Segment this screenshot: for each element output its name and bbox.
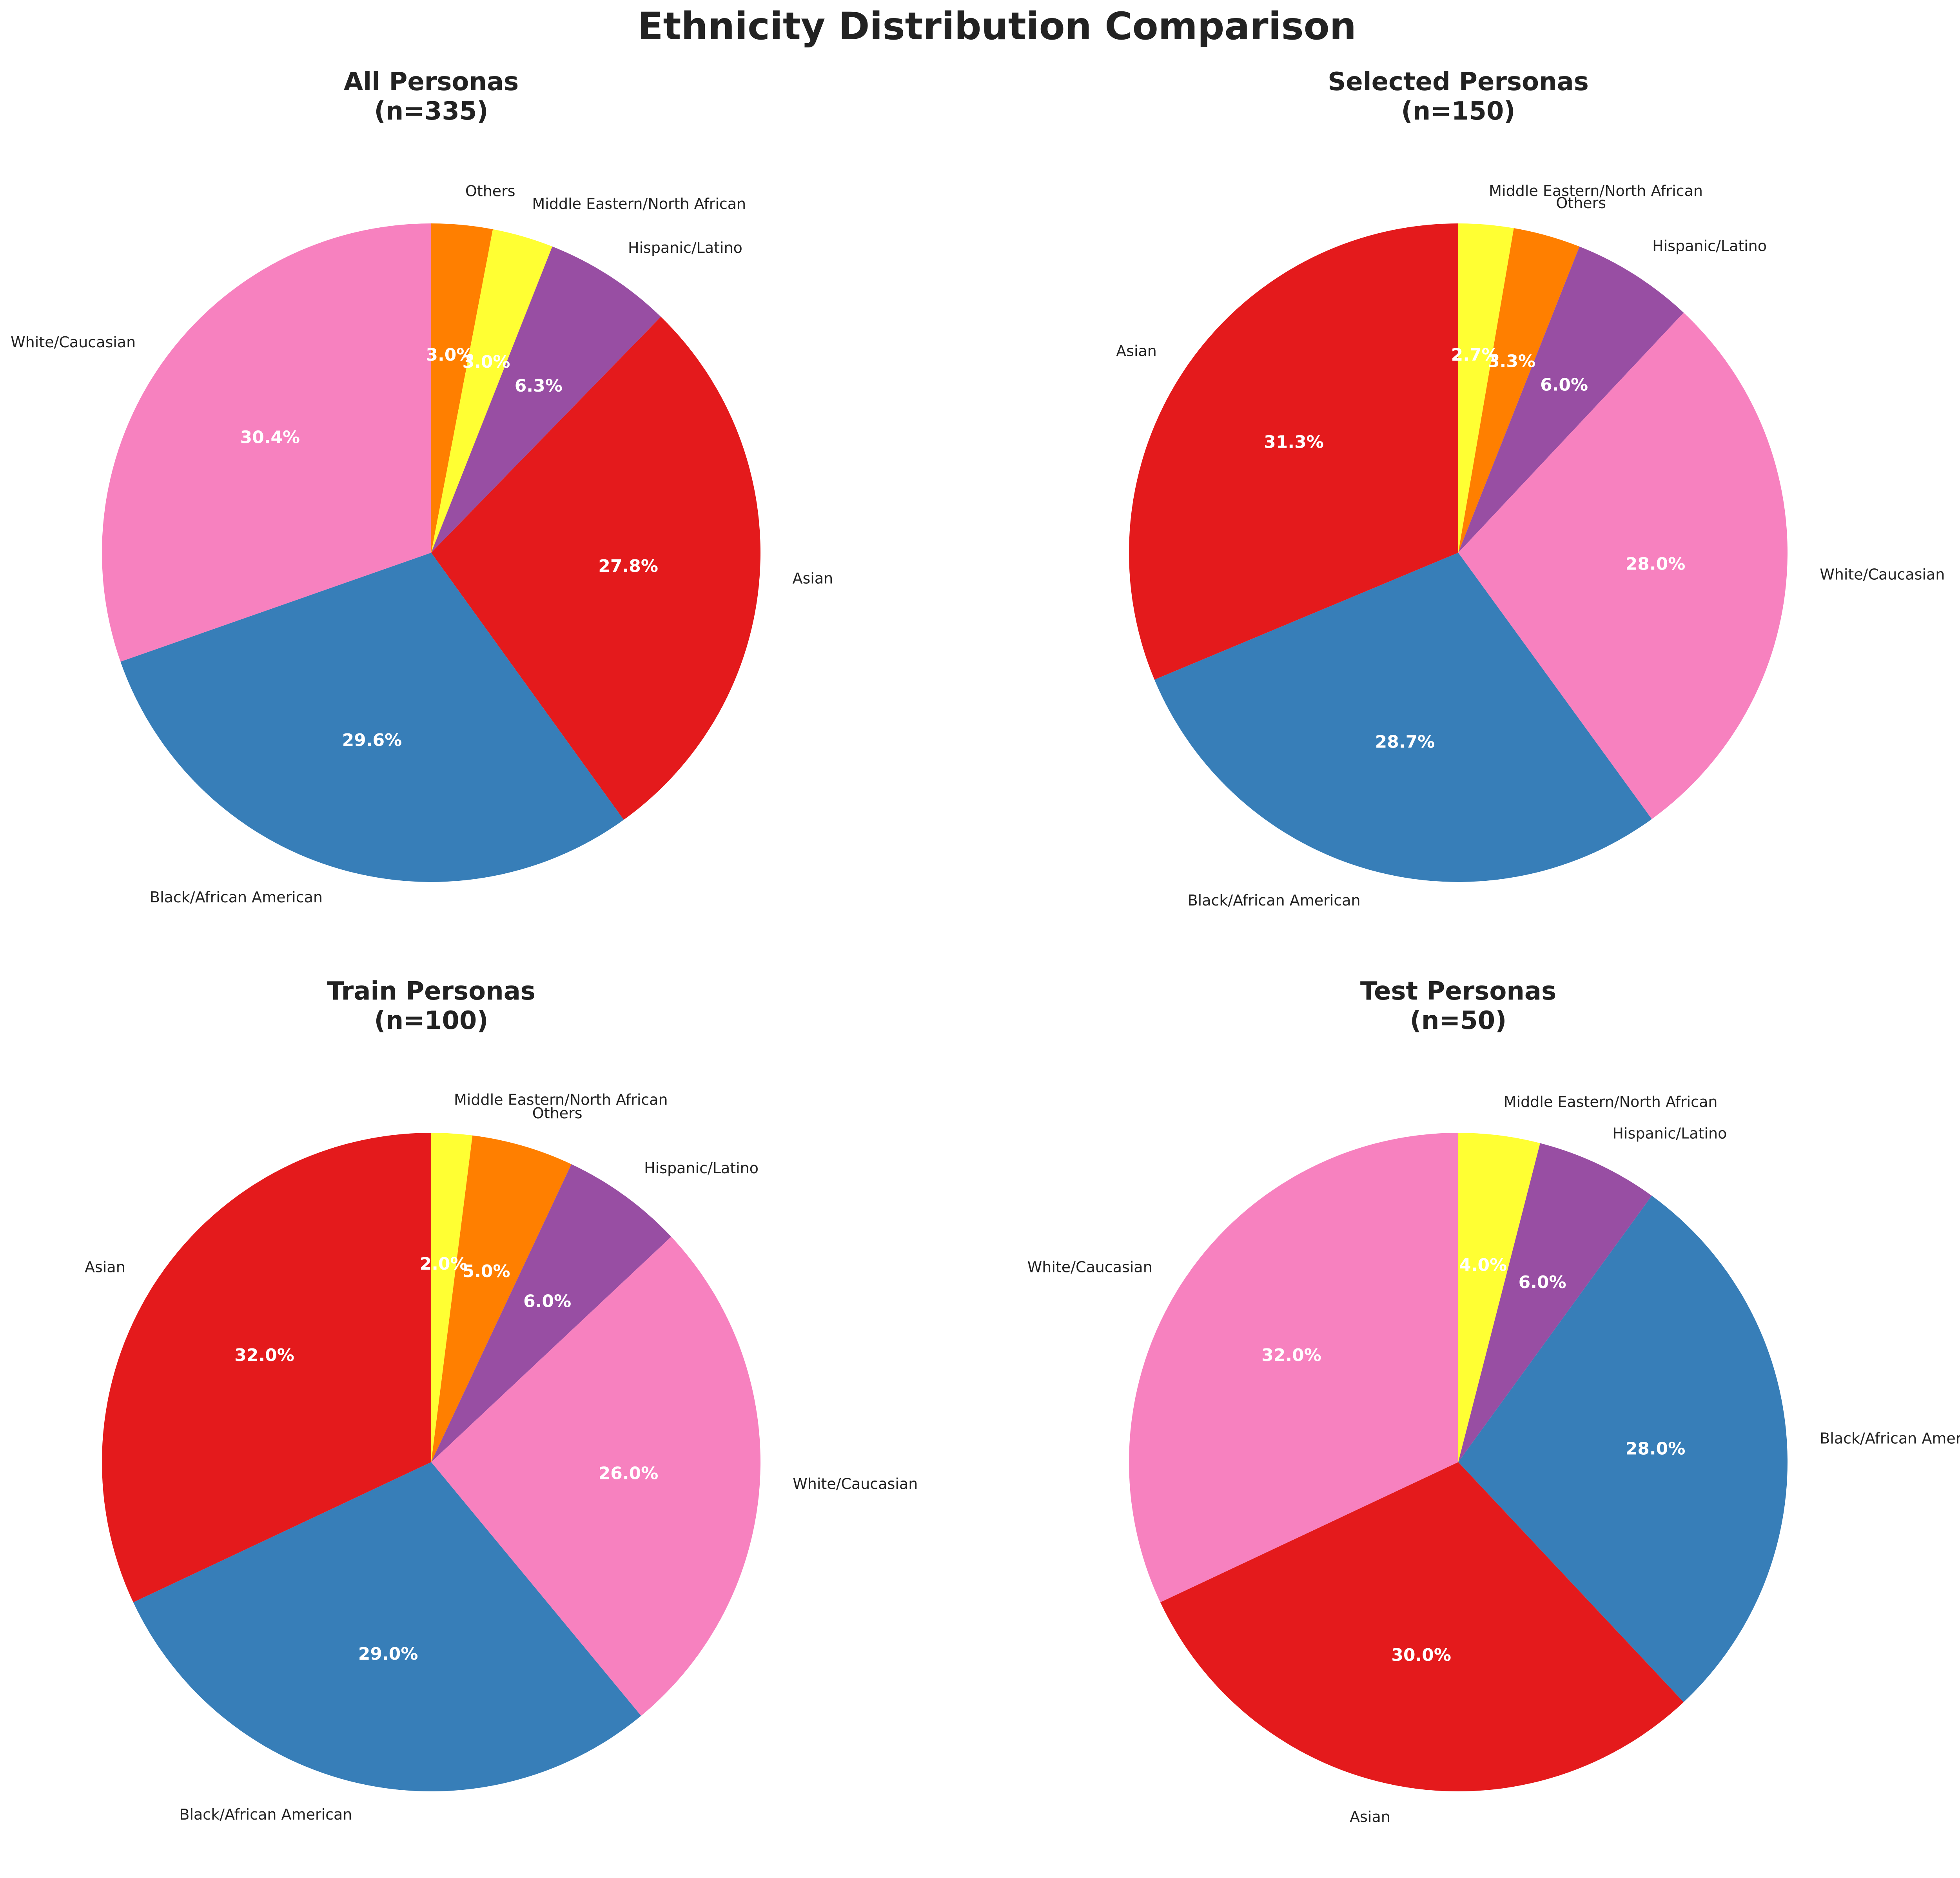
pie-slice-black-african-american xyxy=(120,553,624,882)
pct-label-others: 3.3% xyxy=(1488,352,1535,372)
pie-labels: 3.0% Others 3.0% Middle Eastern/North Afric… xyxy=(11,183,833,906)
pie-panels: All Personas(n=335) 3.0% Others 3.0% Middle … xyxy=(11,67,1960,1825)
slice-label-middle-eastern-north-african: Middle Eastern/North African xyxy=(1489,182,1703,200)
slice-label-white-caucasian: White/Caucasian xyxy=(1820,566,1945,583)
pct-label-others: 5.0% xyxy=(463,1261,510,1281)
pie-wedges xyxy=(1129,1133,1788,1791)
slice-label-asian: Asian xyxy=(1350,1808,1390,1825)
pie-labels: 4.0% Middle Eastern/North African 6.0% Hisp… xyxy=(1027,1093,1960,1825)
slice-label-white-caucasian: White/Caucasian xyxy=(11,334,136,351)
pie-panel-selected-personas: Selected Personas(n=150) 2.7% Middle Easte… xyxy=(1116,67,1945,909)
pct-label-middle-eastern-north-african: 2.7% xyxy=(1451,345,1499,365)
pie-slice-others xyxy=(431,1135,572,1462)
pie-wedges xyxy=(1129,223,1788,882)
pie-slice-middle-eastern-north-african xyxy=(431,1133,473,1462)
slice-label-black-african-american: Black/African American xyxy=(179,1806,352,1823)
pie-slice-asian xyxy=(1129,223,1458,680)
pct-label-black-african-american: 28.0% xyxy=(1626,1439,1686,1459)
slice-label-others: Others xyxy=(465,183,515,200)
pie-panel-train-personas: Train Personas(n=100) 2.0% Middle Eastern/… xyxy=(85,977,918,1823)
panel-title: Selected Personas xyxy=(1328,67,1589,96)
slice-label-middle-eastern-north-african: Middle Eastern/North African xyxy=(454,1091,668,1108)
pct-label-black-african-american: 29.6% xyxy=(342,730,402,750)
panel-count: (n=100) xyxy=(374,1006,488,1035)
slice-label-asian: Asian xyxy=(85,1258,125,1276)
pie-slice-others xyxy=(431,223,493,553)
pie-slice-hispanic-latino xyxy=(431,1164,671,1462)
pie-slice-asian xyxy=(1160,1462,1684,1791)
pct-label-black-african-american: 28.7% xyxy=(1375,732,1435,752)
pct-label-black-african-american: 29.0% xyxy=(358,1644,418,1664)
pie-slice-middle-eastern-north-african xyxy=(431,229,552,553)
slice-label-asian: Asian xyxy=(793,570,833,587)
slice-label-asian: Asian xyxy=(1116,342,1157,359)
slice-label-white-caucasian: White/Caucasian xyxy=(793,1475,918,1493)
pct-label-hispanic-latino: 6.0% xyxy=(1540,375,1588,395)
slice-label-white-caucasian: White/Caucasian xyxy=(1027,1258,1152,1276)
pie-slice-white-caucasian xyxy=(431,1236,760,1716)
pct-label-white-caucasian: 32.0% xyxy=(1261,1345,1321,1365)
pie-slice-hispanic-latino xyxy=(1458,1143,1652,1462)
slice-label-black-african-american: Black/African American xyxy=(150,889,323,906)
pct-label-white-caucasian: 26.0% xyxy=(599,1464,659,1484)
slice-label-black-african-american: Black/African American xyxy=(1820,1430,1960,1447)
pie-labels: 2.7% Middle Eastern/North African 3.3% Othe… xyxy=(1116,182,1945,909)
pct-label-hispanic-latino: 6.3% xyxy=(515,376,563,396)
pct-label-asian: 32.0% xyxy=(234,1345,294,1365)
pie-slice-others xyxy=(1458,228,1580,553)
pie-slice-asian xyxy=(431,317,760,820)
pie-slice-white-caucasian xyxy=(1458,312,1788,819)
pct-label-middle-eastern-north-african: 2.0% xyxy=(420,1254,468,1274)
panel-count: (n=50) xyxy=(1410,1006,1507,1035)
pct-label-hispanic-latino: 6.0% xyxy=(1519,1272,1566,1292)
slice-label-hispanic-latino: Hispanic/Latino xyxy=(644,1159,759,1177)
slice-label-hispanic-latino: Hispanic/Latino xyxy=(1652,237,1767,254)
panel-count: (n=335) xyxy=(374,97,488,126)
pie-slice-hispanic-latino xyxy=(1458,246,1684,553)
pct-label-others: 3.0% xyxy=(426,345,474,365)
pie-slice-middle-eastern-north-african xyxy=(1458,1133,1540,1462)
pie-slice-asian xyxy=(102,1133,432,1602)
slice-label-middle-eastern-north-african: Middle Eastern/North African xyxy=(1504,1093,1718,1110)
figure-title: Ethnicity Distribution Comparison xyxy=(637,4,1356,48)
pct-label-middle-eastern-north-african: 3.0% xyxy=(462,352,510,372)
slice-label-black-african-american: Black/African American xyxy=(1188,892,1361,909)
pie-wedges xyxy=(102,223,760,882)
slice-label-hispanic-latino: Hispanic/Latino xyxy=(1612,1125,1727,1142)
slice-label-others: Others xyxy=(532,1105,583,1122)
pie-slice-black-african-american xyxy=(133,1462,641,1791)
pie-slice-middle-eastern-north-african xyxy=(1458,223,1514,553)
pct-label-middle-eastern-north-african: 4.0% xyxy=(1459,1255,1507,1275)
pct-label-asian: 30.0% xyxy=(1391,1645,1451,1665)
panel-title: All Personas xyxy=(344,67,519,96)
pie-wedges xyxy=(102,1133,760,1791)
pie-panel-test-personas: Test Personas(n=50) 4.0% Middle Eastern/No… xyxy=(1027,977,1960,1825)
panel-title: Train Personas xyxy=(327,977,535,1006)
pie-slice-white-caucasian xyxy=(1129,1133,1458,1602)
pie-panel-all-personas: All Personas(n=335) 3.0% Others 3.0% Middle … xyxy=(11,67,833,906)
pct-label-asian: 31.3% xyxy=(1264,432,1324,452)
pct-label-white-caucasian: 28.0% xyxy=(1626,554,1686,574)
panel-title: Test Personas xyxy=(1360,977,1556,1006)
slice-label-hispanic-latino: Hispanic/Latino xyxy=(628,239,742,256)
pct-label-white-caucasian: 30.4% xyxy=(240,428,300,448)
pie-labels: 2.0% Middle Eastern/North African 5.0% Othe… xyxy=(85,1091,918,1823)
slice-label-middle-eastern-north-african: Middle Eastern/North African xyxy=(532,195,746,212)
pie-slice-white-caucasian xyxy=(102,223,431,662)
pct-label-hispanic-latino: 6.0% xyxy=(523,1291,571,1311)
panel-count: (n=150) xyxy=(1401,97,1515,126)
pct-label-asian: 27.8% xyxy=(598,556,658,576)
pie-slice-black-african-american xyxy=(1154,553,1652,882)
pie-slice-black-african-american xyxy=(1458,1196,1788,1702)
slice-label-others: Others xyxy=(1556,194,1606,212)
pie-slice-hispanic-latino xyxy=(431,246,661,553)
